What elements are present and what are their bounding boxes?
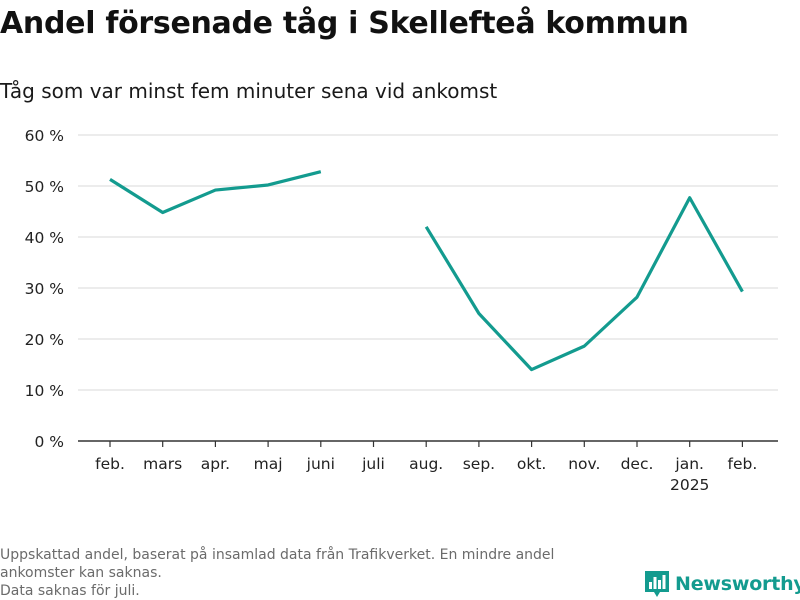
bar-chart-logo-icon — [645, 571, 669, 597]
footnote-line: Uppskattad andel, baserat på insamlad da… — [0, 547, 555, 563]
y-tick-label: 60 % — [25, 127, 64, 145]
y-tick-label: 50 % — [25, 178, 64, 196]
footnote-line: ankomster kan saknas. — [0, 565, 162, 581]
x-year-label: 2025 — [670, 476, 709, 494]
series-line — [424, 196, 744, 372]
x-tick-label: jan. — [674, 455, 704, 473]
y-tick-label: 40 % — [25, 229, 64, 247]
x-tick-label: mars — [143, 455, 182, 473]
footnote: Uppskattad andel, baserat på insamlad da… — [0, 546, 640, 600]
chart-title: Andel försenade tåg i Skellefteå kommun — [0, 6, 689, 41]
x-tick-label: aug. — [409, 455, 443, 473]
x-tick-label: nov. — [568, 455, 600, 473]
x-tick-label: okt. — [517, 455, 546, 473]
y-tick-label: 0 % — [34, 433, 64, 451]
footnote-line: Data saknas för juli. — [0, 583, 140, 599]
x-tick-label: juli — [361, 455, 385, 473]
x-tick-label: maj — [254, 455, 283, 473]
chart-subtitle: Tåg som var minst fem minuter sena vid a… — [0, 79, 498, 103]
y-tick-label: 20 % — [25, 331, 64, 349]
x-tick-label: feb. — [728, 455, 758, 473]
newsworthy-logo: Newsworthy — [645, 571, 800, 597]
brand-name: Newsworthy — [675, 573, 800, 595]
x-tick-label: sep. — [463, 455, 495, 473]
x-tick-label: feb. — [95, 455, 125, 473]
x-tick-label: juni — [306, 455, 335, 473]
x-tick-label: apr. — [201, 455, 230, 473]
y-tick-label: 30 % — [25, 280, 64, 298]
x-tick-label: dec. — [621, 455, 654, 473]
y-tick-label: 10 % — [25, 382, 64, 400]
series-line — [109, 170, 322, 215]
